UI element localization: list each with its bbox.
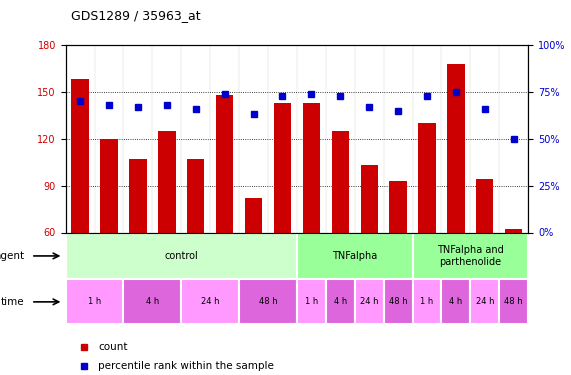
Text: 48 h: 48 h [259, 297, 278, 306]
Text: 4 h: 4 h [146, 297, 159, 306]
Bar [297, 232, 412, 279]
Text: TNFalpha and
parthenolide: TNFalpha and parthenolide [437, 245, 504, 267]
Bar [245, 198, 262, 232]
Bar [187, 159, 204, 232]
Text: control: control [164, 251, 198, 261]
Bar [303, 103, 320, 232]
Bar [505, 230, 522, 232]
Bar [71, 80, 89, 232]
Bar [66, 279, 123, 324]
Text: count: count [98, 342, 127, 352]
Bar [129, 159, 147, 232]
Bar [471, 279, 499, 324]
Text: 24 h: 24 h [476, 297, 494, 306]
Text: 1 h: 1 h [305, 297, 318, 306]
Text: 24 h: 24 h [201, 297, 219, 306]
Bar [419, 123, 436, 232]
Bar [274, 103, 291, 232]
Bar [413, 279, 441, 324]
Bar [355, 279, 384, 324]
Text: GDS1289 / 35963_at: GDS1289 / 35963_at [71, 9, 201, 22]
Bar [413, 232, 528, 279]
Bar [100, 139, 118, 232]
Bar [158, 131, 175, 232]
Bar [332, 131, 349, 232]
Bar [216, 95, 234, 232]
Bar [476, 179, 493, 232]
Text: time: time [1, 297, 24, 307]
Text: 1 h: 1 h [88, 297, 101, 306]
Bar [360, 165, 378, 232]
Bar [297, 279, 326, 324]
Bar [499, 279, 528, 324]
Text: 4 h: 4 h [333, 297, 347, 306]
Text: percentile rank within the sample: percentile rank within the sample [98, 361, 274, 370]
Text: 4 h: 4 h [449, 297, 463, 306]
Bar [447, 64, 465, 232]
Text: agent: agent [0, 251, 24, 261]
Text: TNFalpha: TNFalpha [332, 251, 377, 261]
Bar [239, 279, 297, 324]
Text: 48 h: 48 h [504, 297, 523, 306]
Bar [66, 232, 297, 279]
Bar [182, 279, 239, 324]
Bar [384, 279, 413, 324]
Bar [326, 279, 355, 324]
Bar [123, 279, 182, 324]
Text: 24 h: 24 h [360, 297, 379, 306]
Text: 1 h: 1 h [420, 297, 433, 306]
Text: 48 h: 48 h [389, 297, 407, 306]
Bar [441, 279, 471, 324]
Bar [389, 181, 407, 232]
